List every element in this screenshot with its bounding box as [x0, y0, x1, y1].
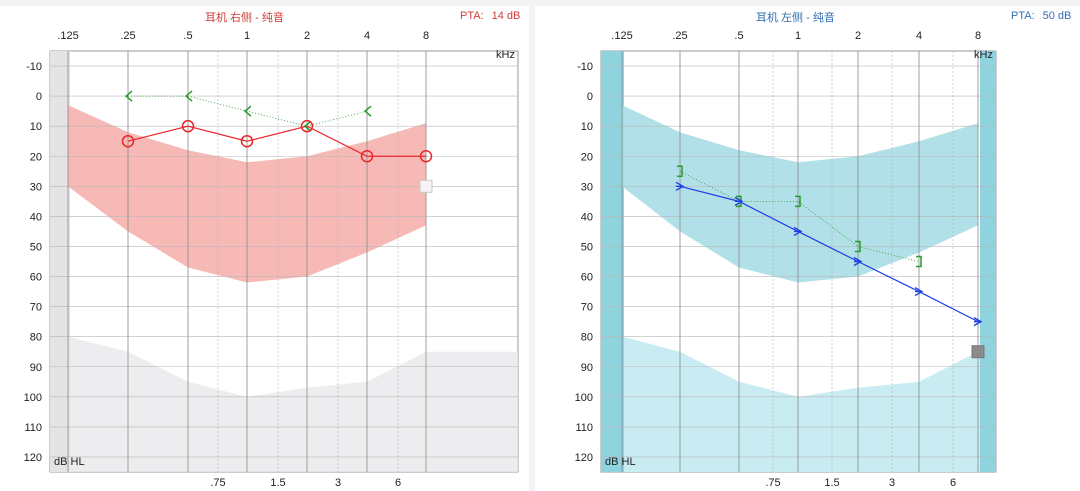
bone-marker	[677, 165, 683, 178]
x-tick-label-top: 1	[244, 30, 250, 42]
bone-marker	[184, 90, 193, 102]
chart-title: 耳机 左侧 - 纯音	[756, 12, 835, 24]
air-marker	[734, 196, 744, 206]
air-marker	[360, 150, 374, 163]
air-marker	[793, 226, 803, 237]
edge-strip-high	[980, 51, 996, 472]
y-unit-label: dB HL	[54, 456, 85, 468]
y-unit-label: dB HL	[605, 456, 636, 468]
x-tick-label-top: .125	[611, 30, 632, 42]
y-tick-label: 100	[24, 392, 42, 404]
lower-shaded-region	[68, 336, 518, 472]
air-marker	[675, 181, 685, 191]
x-tick-label-bottom: 3	[889, 477, 895, 489]
y-tick-label: 40	[581, 211, 593, 223]
y-tick-label: 30	[30, 181, 42, 193]
x-tick-label-top: .5	[734, 30, 743, 42]
pta-readout: PTA: 14 dB	[460, 10, 520, 22]
bone-marker	[363, 105, 372, 117]
y-tick-label: -10	[577, 61, 593, 73]
y-tick-label: 40	[30, 211, 42, 223]
air-marker	[121, 134, 135, 148]
lower-shaded-region	[622, 336, 996, 472]
x-tick-label-top: .125	[57, 30, 78, 42]
y-tick-label: 50	[581, 241, 593, 253]
air-marker	[181, 119, 195, 133]
pta-value: 50 dB	[1042, 10, 1072, 22]
y-tick-label: 30	[581, 181, 593, 193]
x-tick-label-top: .25	[120, 30, 135, 42]
x-tick-label-top: 4	[364, 30, 370, 42]
x-tick-label-bottom: 1.5	[824, 477, 839, 489]
pta-value: 14 dB	[491, 10, 521, 22]
air-conduction-line	[679, 185, 979, 323]
x-tick-label-top: .25	[672, 30, 687, 42]
y-tick-label: 80	[581, 332, 593, 344]
x-tick-label-top: 2	[304, 30, 310, 42]
x-tick-label-bottom: 6	[950, 477, 956, 489]
x-tick-label-bottom: .75	[210, 477, 225, 489]
y-tick-label: 70	[581, 302, 593, 314]
pta-label: PTA:	[1011, 10, 1035, 22]
y-tick-label: 110	[24, 422, 42, 434]
x-tick-label-top: .5	[183, 30, 192, 42]
y-tick-label: 10	[30, 121, 42, 133]
right-ear-panel: 耳机 右侧 - 纯音 PTA: 14 dB -10 0 10 20 30 40 50 60 70 8…	[0, 6, 529, 491]
y-tick-label: 100	[575, 392, 593, 404]
y-tick-label: 70	[30, 302, 42, 314]
x-unit-label: kHz	[496, 49, 515, 61]
y-tick-label: 90	[581, 362, 593, 374]
nr-marker	[419, 179, 433, 193]
air-marker	[419, 150, 433, 163]
audiogram-right: -10 0 10 20 30 40 50 60 70 80 90 100 110 120 .125 .25 .5…	[24, 30, 519, 489]
x-tick-label-top: 8	[423, 30, 429, 42]
audiogram-left: -10 0 10 20 30 40 50 60 70 80 90 100 110 120 .125 .25 .5…	[575, 30, 997, 489]
bone-marker	[124, 90, 133, 102]
y-tick-label: 120	[24, 452, 42, 464]
y-tick-label: 90	[30, 362, 42, 374]
chart-title: 耳机 右侧 - 纯音	[205, 12, 284, 24]
x-tick-label-top: 8	[975, 30, 981, 42]
y-tick-label: 0	[36, 91, 42, 103]
x-unit-label: kHz	[974, 49, 993, 61]
air-conduction-line	[127, 125, 426, 157]
y-tick-label: -10	[26, 61, 42, 73]
y-tick-label: 120	[575, 452, 593, 464]
y-tick-label: 50	[30, 241, 42, 253]
x-tick-label-top: 2	[855, 30, 861, 42]
air-marker	[300, 119, 314, 133]
y-tick-label: 110	[575, 422, 593, 434]
edge-strip-low	[601, 51, 624, 472]
air-marker	[914, 286, 924, 297]
x-tick-label-bottom: .75	[765, 477, 780, 489]
edge-strip-low	[50, 51, 70, 472]
y-tick-label: 60	[30, 272, 42, 284]
air-marker	[240, 134, 254, 148]
pta-readout: PTA: 50 dB	[1011, 10, 1071, 22]
x-tick-label-bottom: 3	[335, 477, 341, 489]
pta-label: PTA:	[460, 10, 484, 22]
bone-marker	[916, 255, 922, 268]
y-tick-label: 10	[581, 121, 593, 133]
x-tick-label-bottom: 1.5	[270, 477, 285, 489]
left-ear-panel: 耳机 左侧 - 纯音 PTA: 50 dB -10 0 10 20 30 40 50 60 70 8…	[535, 6, 1080, 491]
speech-banana	[622, 105, 978, 283]
air-marker	[973, 317, 983, 327]
x-tick-label-bottom: 6	[395, 477, 401, 489]
bone-marker	[795, 195, 801, 208]
bone-marker	[855, 240, 861, 253]
air-marker	[853, 256, 863, 267]
y-tick-label: 20	[581, 151, 593, 163]
bone-marker	[243, 105, 252, 117]
y-tick-label: 0	[587, 91, 593, 103]
y-tick-label: 80	[30, 332, 42, 344]
x-tick-label-top: 1	[795, 30, 801, 42]
y-tick-label: 20	[30, 151, 42, 163]
x-tick-label-top: 4	[916, 30, 922, 42]
bone-conduction-line	[128, 95, 368, 127]
nr-marker	[971, 345, 985, 359]
y-tick-label: 60	[581, 272, 593, 284]
bone-marker	[303, 120, 312, 132]
